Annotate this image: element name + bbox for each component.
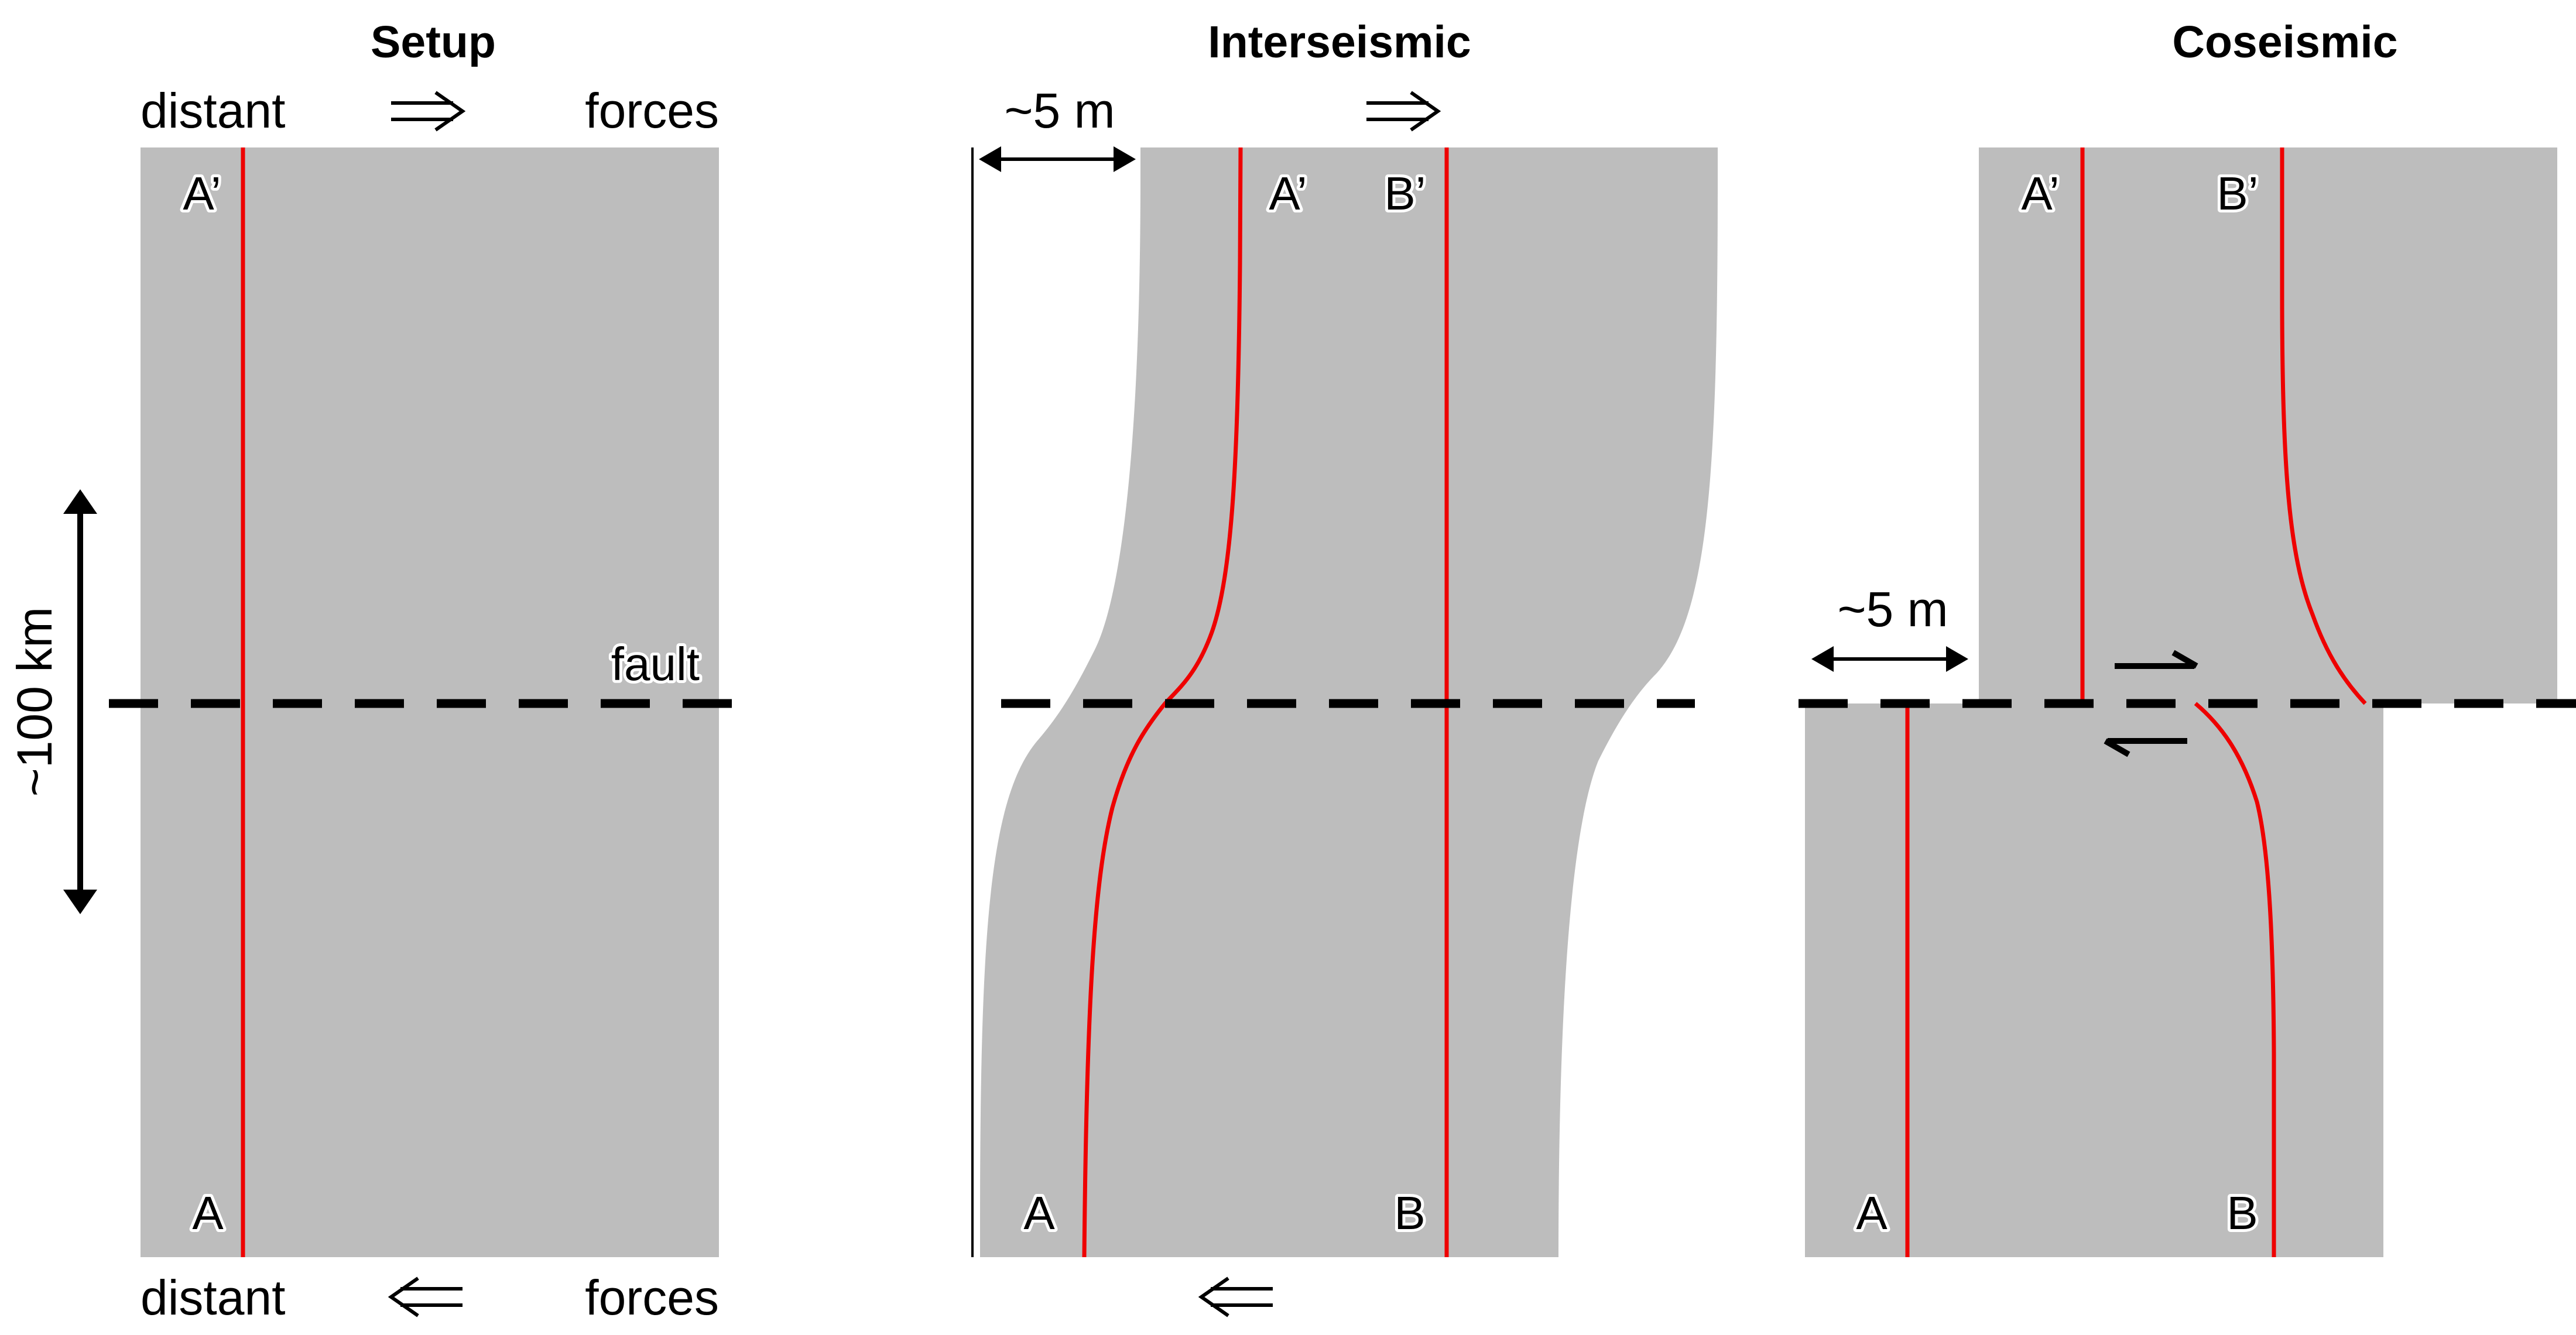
coseismic-point-a-prime: A’	[2021, 167, 2059, 219]
setup-top-right-label: forces	[585, 83, 719, 138]
setup-bottom-left-label: distant	[141, 1270, 286, 1325]
setup-force-left-icon	[388, 1276, 463, 1317]
interseismic-force-left-icon	[1198, 1276, 1273, 1317]
interseismic-point-a: A	[1023, 1187, 1055, 1239]
coseismic-point-b-prime: B’	[2217, 167, 2258, 219]
coseismic-point-b: B	[2226, 1187, 2258, 1239]
slip-sense-lower-half-arrow-icon	[2104, 738, 2187, 757]
interseismic-panel: Interseismic ~5 m A’ B’ A B	[971, 17, 1718, 1317]
coseismic-marker-line-b	[2194, 702, 2276, 1257]
interseismic-title: Interseismic	[1208, 17, 1471, 67]
coseismic-point-a: A	[1856, 1187, 1888, 1239]
interseismic-point-a-prime: A’	[1269, 167, 1307, 219]
interseismic-offset-arrow	[979, 146, 1136, 172]
setup-top-left-label: distant	[141, 83, 286, 138]
coseismic-offset-arrow	[1811, 646, 1968, 672]
setup-bottom-right-label: forces	[585, 1270, 719, 1325]
setup-point-a-prime: A’	[183, 167, 221, 219]
interseismic-point-b-prime: B’	[1384, 167, 1426, 219]
coseismic-panel: Coseismic ~5 m A’ B’ A B	[1799, 17, 2576, 1257]
scale-bar	[63, 489, 97, 914]
coseismic-upper-block	[1979, 147, 2557, 703]
coseismic-offset-label: ~5 m	[1837, 582, 1948, 637]
setup-title: Setup	[371, 17, 496, 67]
interseismic-point-b: B	[1394, 1187, 1425, 1239]
interseismic-force-right-icon	[1366, 91, 1441, 132]
setup-fault-label: fault	[611, 638, 700, 690]
interseismic-marker-line-a	[1082, 147, 1243, 1258]
interseismic-offset-label: ~5 m	[1004, 83, 1115, 138]
setup-force-right-icon	[391, 91, 466, 132]
coseismic-title: Coseismic	[2172, 17, 2397, 67]
setup-point-a: A	[192, 1187, 224, 1239]
coseismic-marker-line-b-prime	[2280, 147, 2367, 705]
slip-sense-upper-half-arrow-icon	[2115, 650, 2198, 669]
setup-panel: Setup distant forces distant forces A’ A…	[7, 17, 739, 1325]
coseismic-lower-block	[1805, 703, 2383, 1257]
scale-bar-label: ~100 km	[7, 607, 62, 797]
